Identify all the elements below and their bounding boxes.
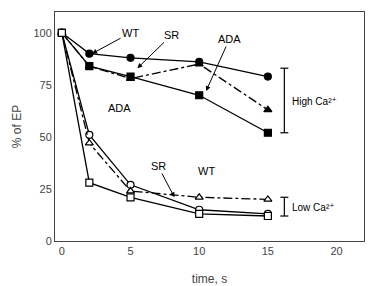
svg-text:25: 25 [40, 183, 52, 195]
svg-text:High Ca²⁺: High Ca²⁺ [292, 96, 337, 107]
svg-text:100: 100 [33, 27, 51, 39]
svg-text:10: 10 [193, 245, 205, 257]
svg-text:ADA: ADA [218, 33, 241, 45]
svg-text:0: 0 [46, 235, 52, 247]
svg-text:20: 20 [330, 245, 342, 257]
svg-text:WT: WT [122, 27, 139, 39]
svg-text:SR: SR [164, 29, 179, 41]
svg-text:ADA: ADA [108, 102, 131, 114]
svg-text:75: 75 [40, 79, 52, 91]
svg-text:time, s: time, s [192, 272, 227, 286]
svg-text:0: 0 [59, 245, 65, 257]
svg-text:50: 50 [40, 131, 52, 143]
svg-text:SR: SR [151, 160, 166, 172]
svg-text:% of EP: % of EP [10, 105, 24, 148]
svg-text:WT: WT [198, 165, 215, 177]
svg-text:5: 5 [127, 245, 133, 257]
svg-text:15: 15 [262, 245, 274, 257]
svg-text:Low Ca²⁺: Low Ca²⁺ [292, 202, 335, 213]
